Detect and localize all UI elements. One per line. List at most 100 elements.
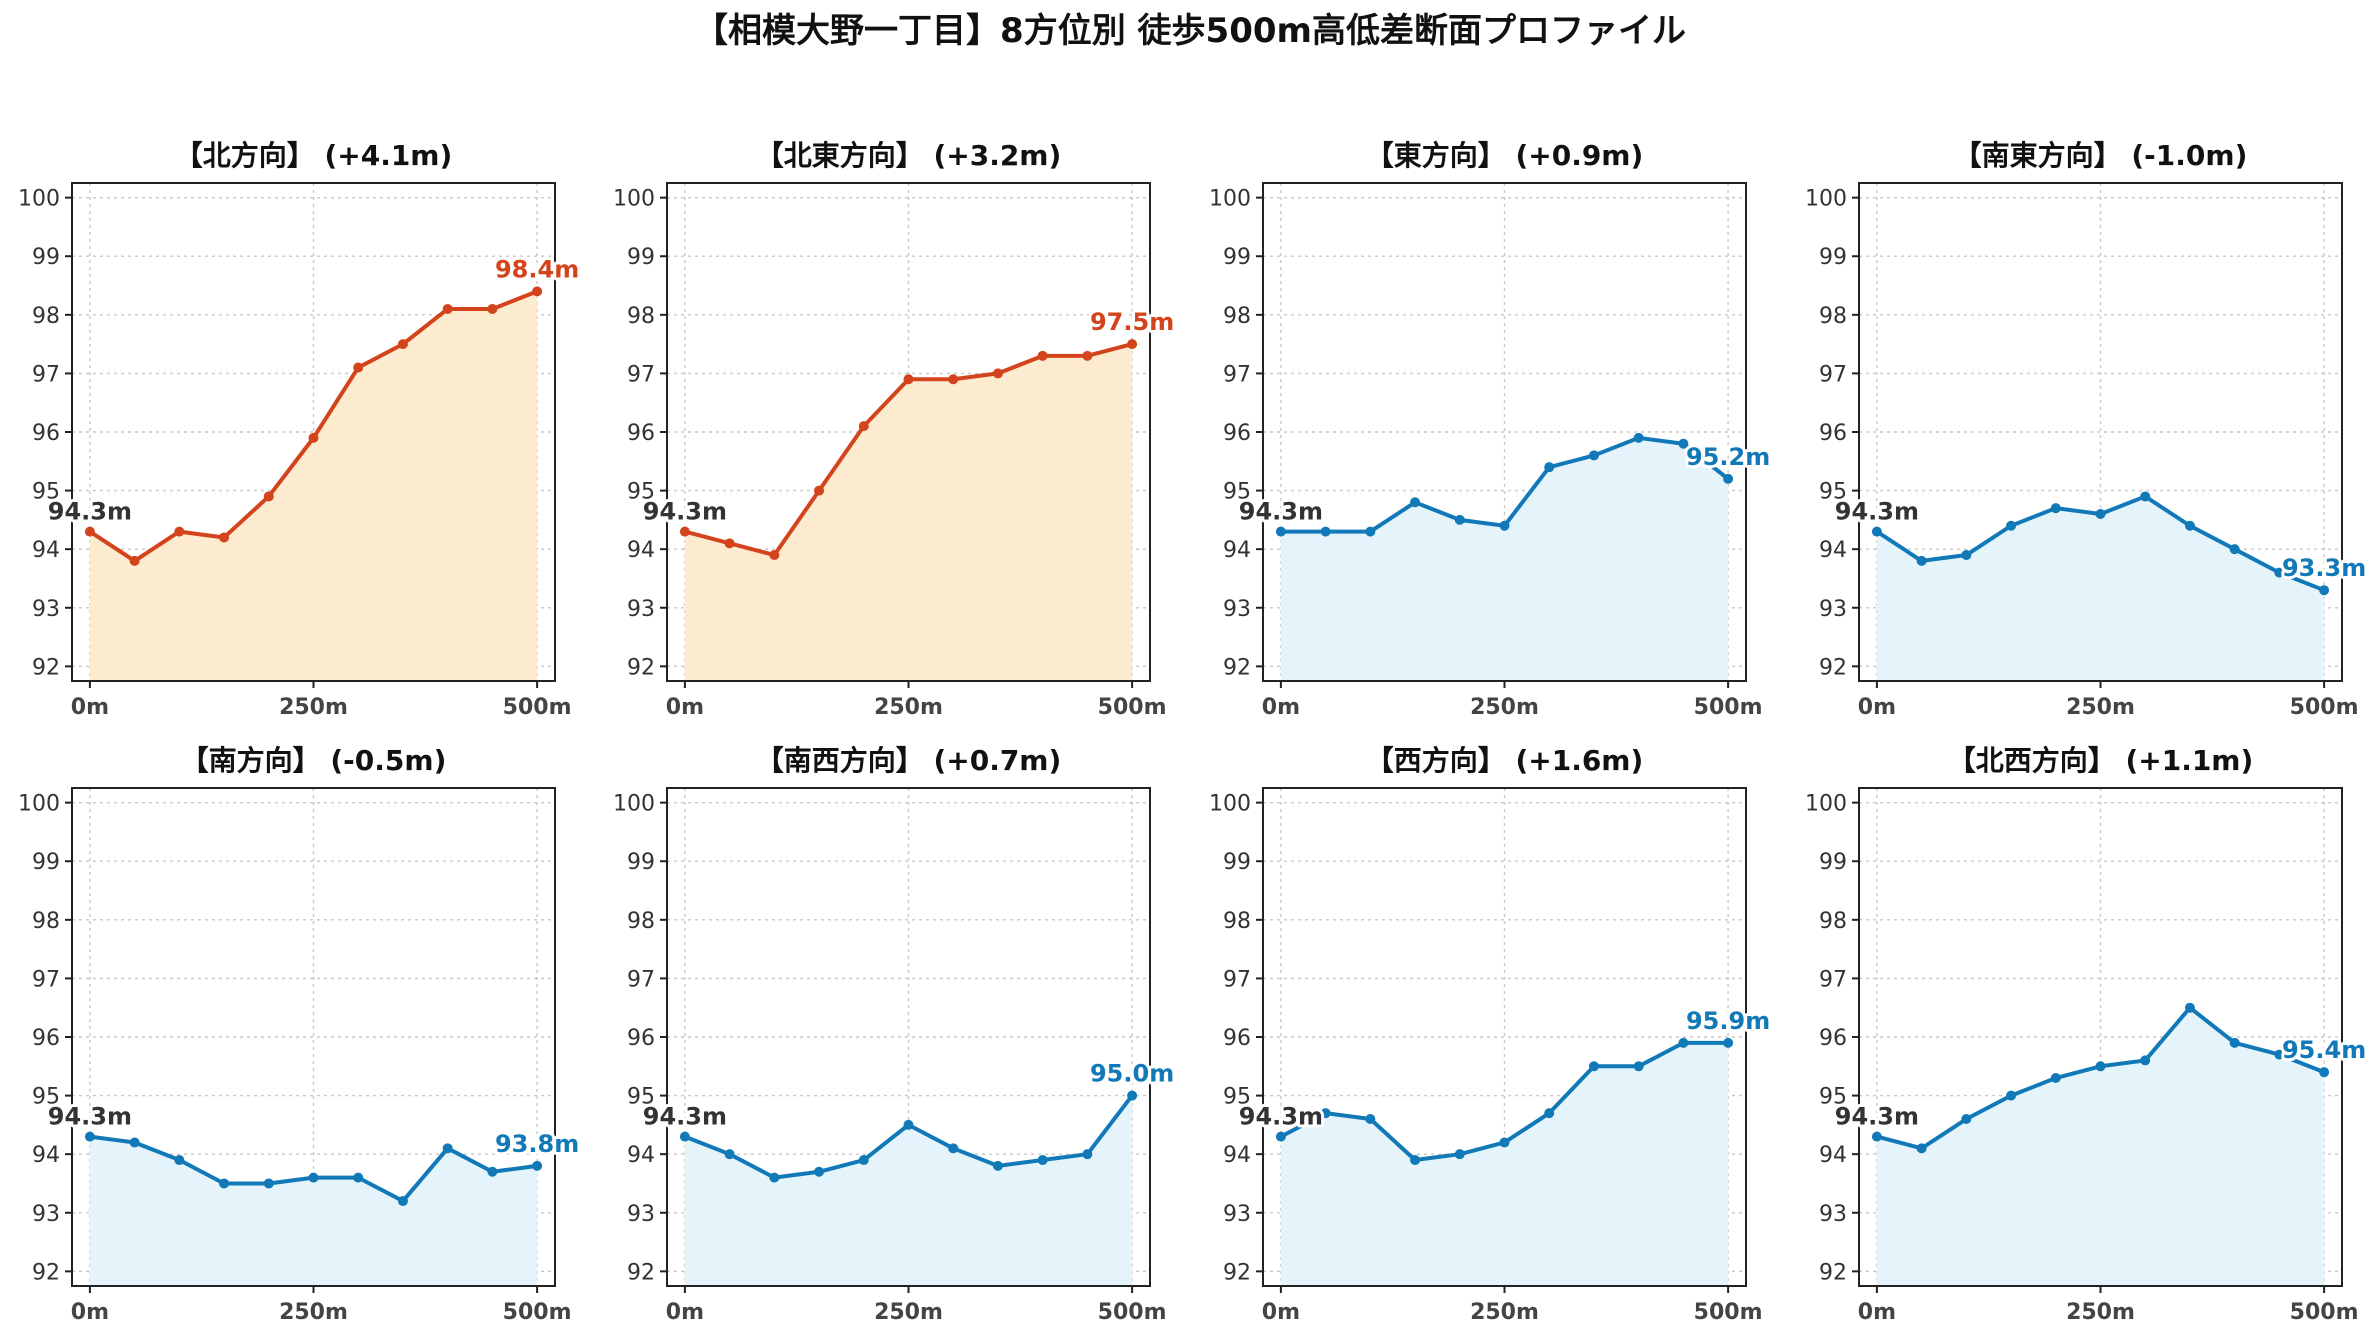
x-tick-label: 500m bbox=[1694, 695, 1763, 720]
y-tick-label: 93 bbox=[627, 597, 655, 622]
y-tick-label: 100 bbox=[1209, 187, 1251, 212]
x-tick-label: 0m bbox=[71, 695, 109, 720]
data-point bbox=[1961, 1114, 1972, 1125]
end-value-label: 93.3m bbox=[2282, 554, 2366, 582]
chart-panel: 【西方向】 (+1.6m) 92 93 94 95 96 97 98 99 100 0m 250m 50… bbox=[1209, 744, 1773, 1325]
y-tick-label: 96 bbox=[1223, 1026, 1251, 1051]
data-point bbox=[724, 1149, 735, 1160]
area-fill bbox=[1876, 1007, 2325, 1286]
y-tick-label: 93 bbox=[1819, 1202, 1847, 1227]
data-point bbox=[1499, 1137, 1510, 1148]
data-point bbox=[1082, 1149, 1093, 1160]
data-point bbox=[769, 550, 780, 561]
data-point bbox=[1916, 1143, 1927, 1154]
data-point bbox=[1365, 526, 1376, 537]
data-point bbox=[1454, 1149, 1465, 1160]
data-point bbox=[353, 362, 364, 373]
y-tick-label: 93 bbox=[32, 597, 60, 622]
y-tick-label: 98 bbox=[627, 909, 655, 934]
data-point bbox=[532, 1160, 543, 1171]
end-value-label: 98.4m bbox=[495, 255, 579, 283]
data-point bbox=[2274, 1049, 2285, 1060]
y-tick-label: 94 bbox=[1223, 538, 1251, 563]
y-tick-label: 99 bbox=[1223, 850, 1251, 875]
data-point bbox=[1723, 473, 1734, 484]
data-point bbox=[948, 1143, 959, 1154]
y-tick-label: 100 bbox=[613, 187, 655, 212]
data-point bbox=[1544, 1108, 1555, 1119]
data-point bbox=[2229, 1037, 2240, 1048]
chart-title: 【北東方向】 (+3.2m) bbox=[756, 139, 1062, 172]
chart-panel: 【南東方向】 (-1.0m) 92 93 94 95 96 97 98 99 100 0m 250m 5… bbox=[1805, 139, 2369, 720]
data-point bbox=[2140, 491, 2151, 502]
area-fill bbox=[1280, 1042, 1729, 1286]
data-point bbox=[948, 374, 959, 385]
x-tick-label: 0m bbox=[71, 1300, 109, 1325]
data-point bbox=[1678, 438, 1689, 449]
y-tick-label: 93 bbox=[1819, 597, 1847, 622]
data-point bbox=[1410, 497, 1421, 508]
y-tick-label: 98 bbox=[32, 304, 60, 329]
start-value-label: 94.3m bbox=[643, 1103, 727, 1131]
y-tick-label: 93 bbox=[32, 1202, 60, 1227]
y-tick-label: 99 bbox=[1819, 245, 1847, 270]
data-point bbox=[174, 526, 185, 537]
chart-title: 【南方向】 (-0.5m) bbox=[181, 744, 447, 777]
data-point bbox=[1871, 1131, 1882, 1142]
data-point bbox=[1961, 550, 1972, 561]
data-point bbox=[2095, 509, 2106, 520]
y-tick-label: 94 bbox=[1819, 1143, 1847, 1168]
data-point bbox=[2229, 544, 2240, 555]
y-tick-label: 99 bbox=[32, 245, 60, 270]
y-tick-label: 98 bbox=[1819, 909, 1847, 934]
data-point bbox=[2050, 503, 2061, 514]
y-tick-label: 100 bbox=[1805, 792, 1847, 817]
data-point bbox=[814, 1166, 825, 1177]
data-point bbox=[219, 532, 230, 543]
data-point bbox=[2050, 1073, 2061, 1084]
data-point bbox=[84, 1131, 95, 1142]
x-tick-label: 0m bbox=[666, 1300, 704, 1325]
y-tick-label: 95 bbox=[1223, 1085, 1251, 1110]
data-point bbox=[1275, 526, 1286, 537]
x-tick-label: 0m bbox=[1858, 695, 1896, 720]
x-tick-label: 500m bbox=[1098, 1300, 1167, 1325]
chart-title: 【南西方向】 (+0.7m) bbox=[756, 744, 1062, 777]
x-tick-label: 500m bbox=[503, 1300, 572, 1325]
end-value-label: 97.5m bbox=[1090, 308, 1174, 336]
data-point bbox=[1633, 1061, 1644, 1072]
y-tick-label: 97 bbox=[627, 967, 655, 992]
y-tick-label: 97 bbox=[32, 967, 60, 992]
area-fill bbox=[89, 291, 538, 681]
x-tick-label: 500m bbox=[1098, 695, 1167, 720]
y-tick-label: 95 bbox=[627, 480, 655, 505]
data-point bbox=[1871, 526, 1882, 537]
y-tick-label: 98 bbox=[627, 304, 655, 329]
data-point bbox=[858, 1155, 869, 1166]
y-tick-label: 98 bbox=[1819, 304, 1847, 329]
data-point bbox=[84, 526, 95, 537]
y-tick-label: 95 bbox=[32, 1085, 60, 1110]
x-tick-label: 500m bbox=[1694, 1300, 1763, 1325]
x-tick-label: 0m bbox=[1262, 695, 1300, 720]
y-tick-label: 98 bbox=[32, 909, 60, 934]
data-point bbox=[2006, 1090, 2017, 1101]
data-point bbox=[724, 538, 735, 549]
data-point bbox=[1499, 520, 1510, 531]
end-value-label: 95.2m bbox=[1686, 443, 1770, 471]
data-point bbox=[1410, 1155, 1421, 1166]
y-tick-label: 95 bbox=[1819, 480, 1847, 505]
data-point bbox=[174, 1155, 185, 1166]
start-value-label: 94.3m bbox=[643, 498, 727, 526]
chart-title: 【東方向】 (+0.9m) bbox=[1366, 139, 1644, 172]
y-tick-label: 92 bbox=[32, 655, 60, 680]
y-tick-label: 94 bbox=[1819, 538, 1847, 563]
end-value-label: 95.9m bbox=[1686, 1007, 1770, 1035]
y-tick-label: 96 bbox=[32, 421, 60, 446]
data-point bbox=[129, 555, 140, 566]
data-point bbox=[992, 1160, 1003, 1171]
start-value-label: 94.3m bbox=[1239, 498, 1323, 526]
data-point bbox=[2184, 520, 2195, 531]
x-tick-label: 0m bbox=[1858, 1300, 1896, 1325]
